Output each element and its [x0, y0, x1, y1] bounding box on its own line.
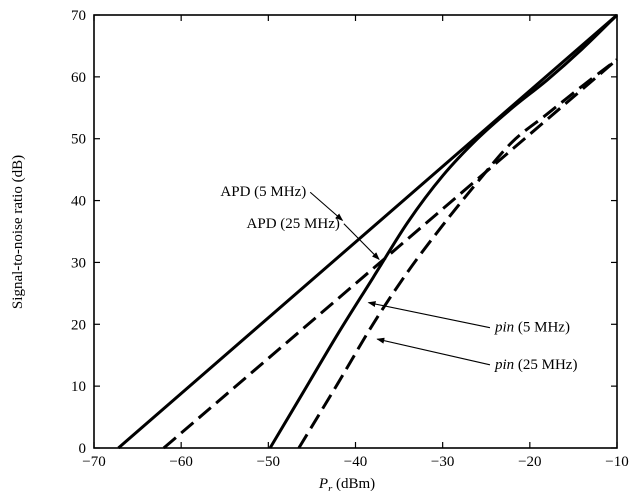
annotation-label-apd-25-mhz: APD (25 MHz)	[247, 216, 340, 232]
annotation-arrow-apd-5-mhz	[309, 191, 344, 222]
y-tick-label: 20	[71, 317, 86, 333]
y-tick-label: 60	[71, 70, 86, 86]
x-tick-label: −30	[431, 454, 454, 470]
annotation-label-apd-5-mhz: APD (5 MHz)	[220, 184, 306, 200]
x-tick-label: −70	[82, 454, 105, 470]
annotation-arrow-pin-25-mhz	[376, 337, 491, 366]
series-line-apd-25-mhz	[162, 58, 618, 450]
y-tick-label: 10	[71, 379, 86, 395]
annotation-arrow-pin-5-mhz	[367, 301, 491, 329]
y-tick-label: 30	[71, 255, 86, 271]
x-tick-label: −10	[605, 454, 628, 470]
x-tick-label: −60	[169, 454, 192, 470]
x-axis-label: Pr (dBm)	[318, 476, 375, 491]
x-tick-label: −20	[518, 454, 541, 470]
annotation-label-pin-5-mhz: pin (5 MHz)	[494, 320, 570, 336]
y-axis-label: Signal-to-noise ratio (dB)	[10, 155, 26, 309]
series-line-pin-25-mhz	[297, 58, 618, 449]
y-tick-label: 0	[79, 441, 87, 457]
plot-area-frame	[93, 14, 618, 449]
series-line-pin-5-mhz	[268, 13, 619, 449]
series-line-apd-5-mhz	[117, 13, 618, 450]
x-tick-label: −40	[344, 454, 367, 470]
y-tick-label: 40	[71, 194, 86, 210]
y-tick-label: 50	[71, 132, 86, 148]
annotation-label-pin-25-mhz: pin (25 MHz)	[494, 357, 578, 373]
y-tick-label: 70	[71, 8, 86, 24]
annotation-arrow-apd-25-mhz	[343, 223, 380, 261]
x-tick-label: −50	[257, 454, 280, 470]
